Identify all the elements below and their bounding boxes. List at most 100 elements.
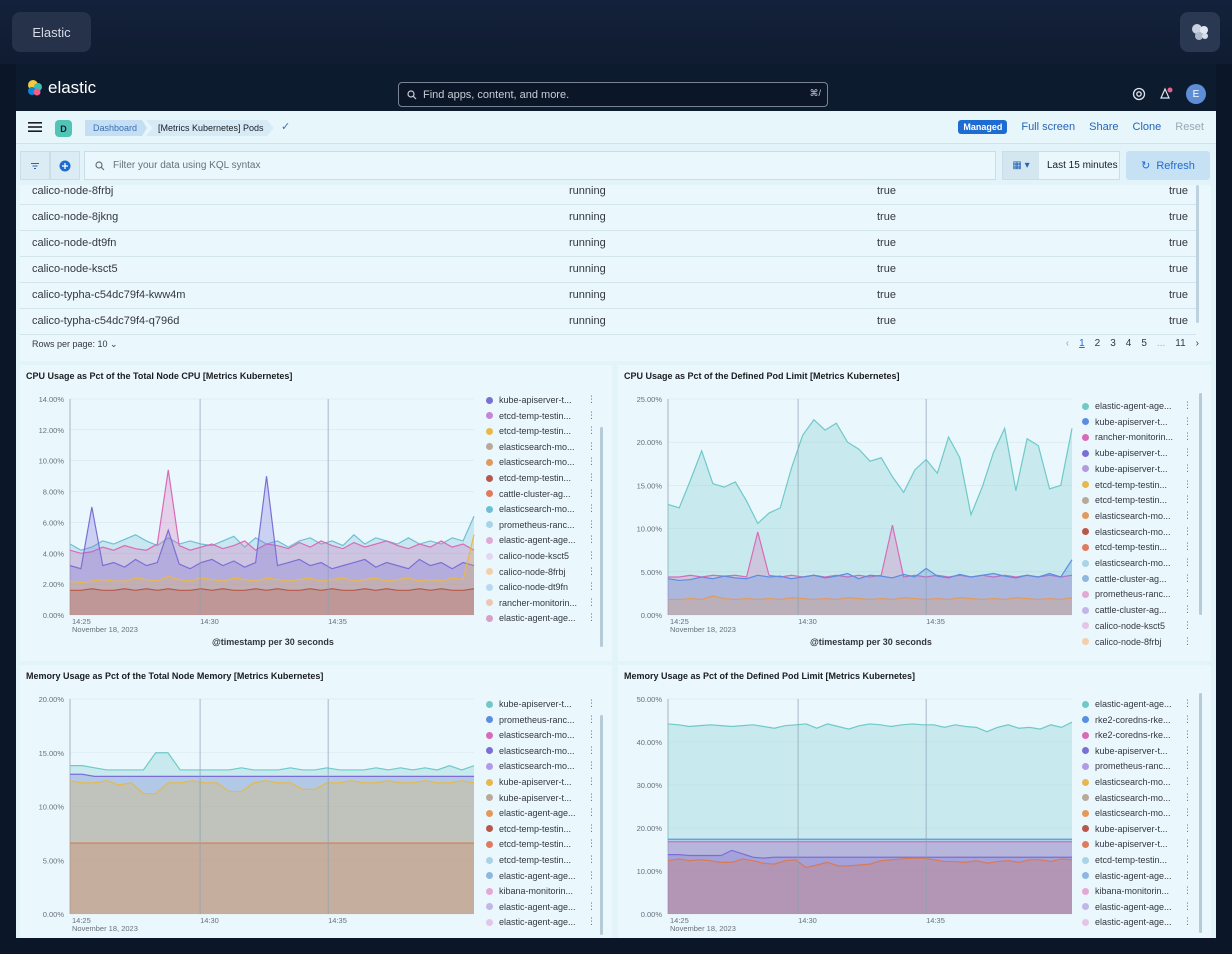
legend-item[interactable]: etcd-temp-testin... ⋮ [486, 853, 596, 867]
legend-actions-icon[interactable]: ⋮ [1183, 541, 1192, 552]
legend-actions-icon[interactable]: ⋮ [1183, 588, 1192, 599]
series-line[interactable] [668, 849, 1072, 859]
filter-options-button[interactable] [20, 151, 50, 180]
legend-actions-icon[interactable]: ⋮ [587, 550, 596, 560]
legend-item[interactable]: kube-apiserver-t... ⋮ [1082, 744, 1192, 758]
page-4[interactable]: 4 [1125, 338, 1132, 349]
series-line[interactable] [667, 418, 1073, 525]
legend-actions-icon[interactable]: ⋮ [587, 854, 596, 864]
next-page-icon[interactable]: › [1195, 338, 1199, 349]
legend-item[interactable]: elasticsearch-mo... ⋮ [1082, 806, 1192, 820]
add-filter-button[interactable] [50, 151, 80, 180]
full-screen-button[interactable]: Full screen [1021, 121, 1076, 133]
legend-item[interactable]: kube-apiserver-t... ⋮ [1082, 822, 1192, 836]
legend-actions-icon[interactable]: ⋮ [587, 916, 596, 927]
legend-actions-icon[interactable]: ⋮ [587, 869, 596, 880]
space-avatar[interactable]: D [55, 120, 72, 137]
table-row[interactable]: calico-node-ksct5 running true true [20, 257, 1196, 283]
series-line[interactable] [69, 534, 475, 584]
series-line[interactable] [668, 595, 1073, 601]
legend-item[interactable]: kube-apiserver-t... ⋮ [1082, 462, 1192, 476]
elastic-brand[interactable]: elastic [26, 78, 96, 98]
legend-actions-icon[interactable]: ⋮ [587, 456, 596, 467]
legend-item[interactable]: elasticsearch-mo... ⋮ [1082, 775, 1192, 789]
legend-actions-icon[interactable]: ⋮ [1183, 525, 1192, 536]
legend-actions-icon[interactable]: ⋮ [1183, 698, 1192, 708]
legend-actions-icon[interactable]: ⋮ [587, 822, 596, 833]
legend-actions-icon[interactable]: ⋮ [587, 534, 596, 545]
legend-actions-icon[interactable]: ⋮ [1183, 557, 1192, 567]
legend-item[interactable]: calico-node-8frbj ⋮ [1082, 635, 1192, 649]
legend-item[interactable]: elastic-agent-age... ⋮ [486, 900, 596, 914]
legend-item[interactable]: etcd-temp-testin... ⋮ [486, 471, 596, 485]
legend-item[interactable]: cattle-cluster-ag... ⋮ [1082, 572, 1192, 586]
kql-search-input[interactable]: Filter your data using KQL syntax [84, 151, 996, 180]
legend-actions-icon[interactable]: ⋮ [587, 409, 596, 420]
outer-app-title[interactable]: Elastic [12, 12, 91, 52]
legend-item[interactable]: elasticsearch-mo... ⋮ [486, 759, 596, 773]
series-line[interactable] [667, 857, 1073, 869]
page-2[interactable]: 2 [1094, 338, 1101, 349]
legend-actions-icon[interactable]: ⋮ [1183, 791, 1192, 802]
breadcrumb-dashboard[interactable]: Dashboard [85, 120, 148, 136]
series-line[interactable] [667, 721, 1073, 733]
legend-actions-icon[interactable]: ⋮ [1183, 916, 1192, 927]
legend-item[interactable]: elastic-agent-age... ⋮ [1082, 869, 1192, 883]
legend-actions-icon[interactable]: ⋮ [587, 503, 596, 514]
legend-item[interactable]: elasticsearch-mo... ⋮ [1082, 509, 1192, 523]
legend-actions-icon[interactable]: ⋮ [587, 581, 596, 592]
legend-actions-icon[interactable]: ⋮ [1183, 885, 1192, 896]
legend-item[interactable]: elastic-agent-age... ⋮ [1082, 900, 1192, 914]
legend-actions-icon[interactable]: ⋮ [1183, 478, 1192, 489]
legend-actions-icon[interactable]: ⋮ [587, 612, 596, 623]
series-line[interactable] [69, 516, 475, 551]
legend-actions-icon[interactable]: ⋮ [587, 713, 596, 724]
legend-actions-icon[interactable]: ⋮ [1183, 572, 1192, 583]
legend-item[interactable]: elasticsearch-mo... ⋮ [486, 728, 596, 742]
legend-item[interactable]: elasticsearch-mo... ⋮ [1082, 556, 1192, 570]
news-feed-icon[interactable] [1158, 86, 1174, 102]
legend-item[interactable]: etcd-temp-testin... ⋮ [486, 822, 596, 836]
table-row[interactable]: calico-node-8jkng running true true [20, 205, 1196, 231]
legend-item[interactable]: rke2-coredns-rke... ⋮ [1082, 728, 1192, 742]
legend-scrollbar[interactable] [600, 715, 603, 935]
legend-item[interactable]: calico-node-ksct5 ⋮ [486, 549, 596, 563]
legend-actions-icon[interactable]: ⋮ [587, 487, 596, 498]
legend-actions-icon[interactable]: ⋮ [1183, 494, 1192, 505]
legend-item[interactable]: elasticsearch-mo... ⋮ [486, 440, 596, 454]
series-line[interactable] [667, 559, 1073, 582]
date-picker[interactable]: ▦ ▾ Last 15 minutes [1002, 151, 1120, 180]
legend-actions-icon[interactable]: ⋮ [587, 698, 596, 708]
table-row[interactable]: calico-node-dt9fn running true true [20, 231, 1196, 257]
legend-item[interactable]: rancher-monitorin... ⋮ [486, 596, 596, 610]
legend-actions-icon[interactable]: ⋮ [587, 900, 596, 911]
legend-actions-icon[interactable]: ⋮ [587, 472, 596, 482]
legend-actions-icon[interactable]: ⋮ [1183, 462, 1192, 473]
user-avatar[interactable]: E [1186, 84, 1206, 104]
legend-actions-icon[interactable]: ⋮ [1183, 415, 1192, 426]
legend-scrollbar[interactable] [1199, 693, 1202, 933]
legend-item[interactable]: rancher-monitorin... ⋮ [1082, 430, 1192, 444]
legend-item[interactable]: elasticsearch-mo... ⋮ [486, 744, 596, 758]
legend-actions-icon[interactable]: ⋮ [587, 565, 596, 576]
legend-item[interactable]: etcd-temp-testin... ⋮ [486, 424, 596, 438]
legend-actions-icon[interactable]: ⋮ [587, 744, 596, 755]
series-line[interactable] [69, 476, 475, 570]
legend-item[interactable]: kube-apiserver-t... ⋮ [1082, 415, 1192, 429]
legend-item[interactable]: kube-apiserver-t... ⋮ [486, 393, 596, 407]
legend-actions-icon[interactable]: ⋮ [1183, 838, 1192, 849]
table-row[interactable]: calico-node-8frbj running true true [20, 179, 1196, 205]
legend-item[interactable]: prometheus-ranc... ⋮ [1082, 587, 1192, 601]
menu-icon[interactable] [28, 121, 42, 133]
legend-item[interactable]: cattle-cluster-ag... ⋮ [1082, 603, 1192, 617]
legend-scrollbar[interactable] [1199, 393, 1202, 615]
legend-actions-icon[interactable]: ⋮ [587, 729, 596, 740]
clone-button[interactable]: Clone [1132, 121, 1162, 133]
legend-actions-icon[interactable]: ⋮ [1183, 619, 1192, 630]
legend-actions-icon[interactable]: ⋮ [1183, 729, 1192, 740]
rows-per-page-button[interactable]: Rows per page: 10 ⌄ [32, 339, 118, 349]
time-range-label[interactable]: Last 15 minutes [1047, 160, 1118, 171]
legend-item[interactable]: etcd-temp-testin... ⋮ [1082, 478, 1192, 492]
legend-item[interactable]: calico-node-8frbj ⋮ [486, 565, 596, 579]
legend-actions-icon[interactable]: ⋮ [1183, 744, 1192, 755]
